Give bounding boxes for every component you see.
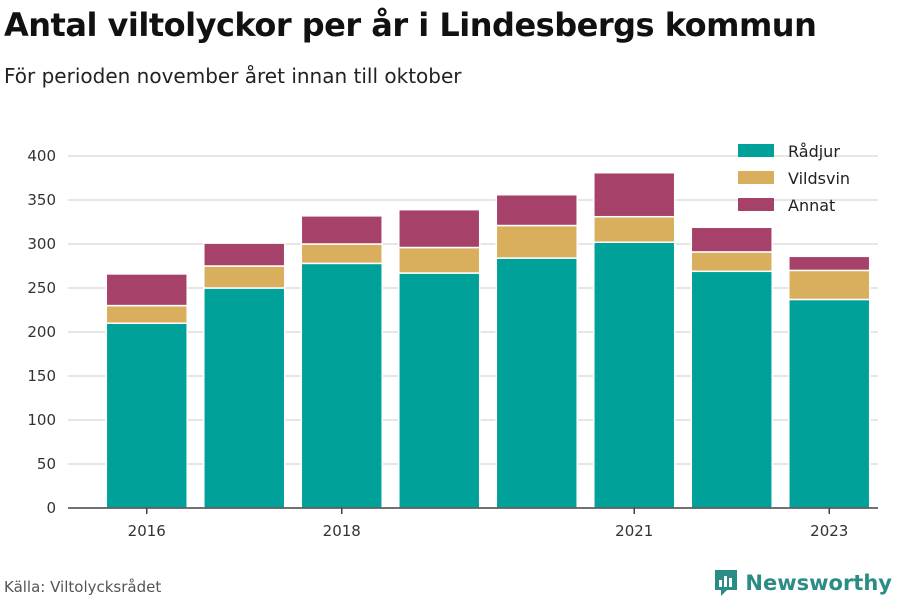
y-tick-label: 100 bbox=[27, 411, 56, 429]
y-tick-label: 0 bbox=[46, 499, 56, 517]
x-tick-label: 2021 bbox=[615, 522, 653, 540]
bar-segment-annat-2021 bbox=[593, 171, 676, 218]
y-tick-label: 350 bbox=[27, 191, 56, 209]
y-axis-ticks: 0 50 100 150 200 250 300 350 400 bbox=[27, 147, 56, 517]
brand-logo: Newsworthy bbox=[713, 568, 892, 598]
bar-segment-annat-2016 bbox=[105, 273, 188, 307]
newsworthy-logo-icon bbox=[715, 570, 738, 596]
legend-swatch-vildsvin bbox=[738, 171, 774, 184]
legend-swatch-rådjur bbox=[738, 144, 774, 157]
legend: Rådjur Vildsvin Annat bbox=[738, 142, 850, 215]
y-tick-label: 400 bbox=[27, 147, 56, 165]
bar-segment-annat-2020 bbox=[495, 193, 578, 227]
bar-segment-rådjur-2016 bbox=[105, 322, 188, 509]
bar-segment-vildsvin-2021 bbox=[593, 215, 676, 243]
bar-segment-annat-2023 bbox=[788, 255, 871, 272]
bar-segment-vildsvin-2020 bbox=[495, 224, 578, 259]
y-tick-label: 300 bbox=[27, 235, 56, 253]
bar-segment-rådjur-2022 bbox=[690, 270, 773, 509]
chart-title: Antal viltolyckor per år i Lindesbergs k… bbox=[4, 6, 817, 44]
y-tick-label: 50 bbox=[37, 455, 56, 473]
bar-segment-vildsvin-2019 bbox=[398, 246, 481, 274]
bar-segment-annat-2017 bbox=[203, 242, 286, 267]
bar-segment-annat-2022 bbox=[690, 226, 773, 253]
bar-segment-vildsvin-2016 bbox=[105, 304, 188, 324]
legend-swatch-annat bbox=[738, 198, 774, 211]
x-tick-label: 2016 bbox=[128, 522, 166, 540]
source-note: Källa: Viltolycksrådet bbox=[4, 578, 162, 596]
brand-name: Newsworthy bbox=[745, 571, 892, 595]
bar-segment-annat-2019 bbox=[398, 208, 481, 249]
bar-segment-vildsvin-2017 bbox=[203, 265, 286, 289]
y-tick-label: 150 bbox=[27, 367, 56, 385]
bars bbox=[105, 171, 871, 509]
x-axis: 2016 2018 2021 2023 bbox=[68, 507, 878, 540]
legend-label-vildsvin: Vildsvin bbox=[788, 169, 850, 188]
bar-segment-rådjur-2017 bbox=[203, 287, 286, 509]
y-tick-label: 250 bbox=[27, 279, 56, 297]
bar-segment-rådjur-2018 bbox=[300, 262, 383, 509]
bar-segment-rådjur-2021 bbox=[593, 241, 676, 509]
x-tick-label: 2018 bbox=[323, 522, 361, 540]
chart-subtitle: För perioden november året innan till ok… bbox=[4, 64, 462, 88]
bar-segment-vildsvin-2023 bbox=[788, 269, 871, 301]
bar-segment-annat-2018 bbox=[300, 215, 383, 245]
bar-segment-rådjur-2020 bbox=[495, 257, 578, 509]
bar-segment-rådjur-2019 bbox=[398, 272, 481, 509]
x-tick-label: 2023 bbox=[810, 522, 848, 540]
legend-label-rådjur: Rådjur bbox=[788, 142, 840, 161]
bar-segment-vildsvin-2018 bbox=[300, 243, 383, 265]
legend-label-annat: Annat bbox=[788, 196, 835, 215]
bar-segment-vildsvin-2022 bbox=[690, 251, 773, 273]
bar-segment-rådjur-2023 bbox=[788, 298, 871, 509]
y-tick-label: 200 bbox=[27, 323, 56, 341]
